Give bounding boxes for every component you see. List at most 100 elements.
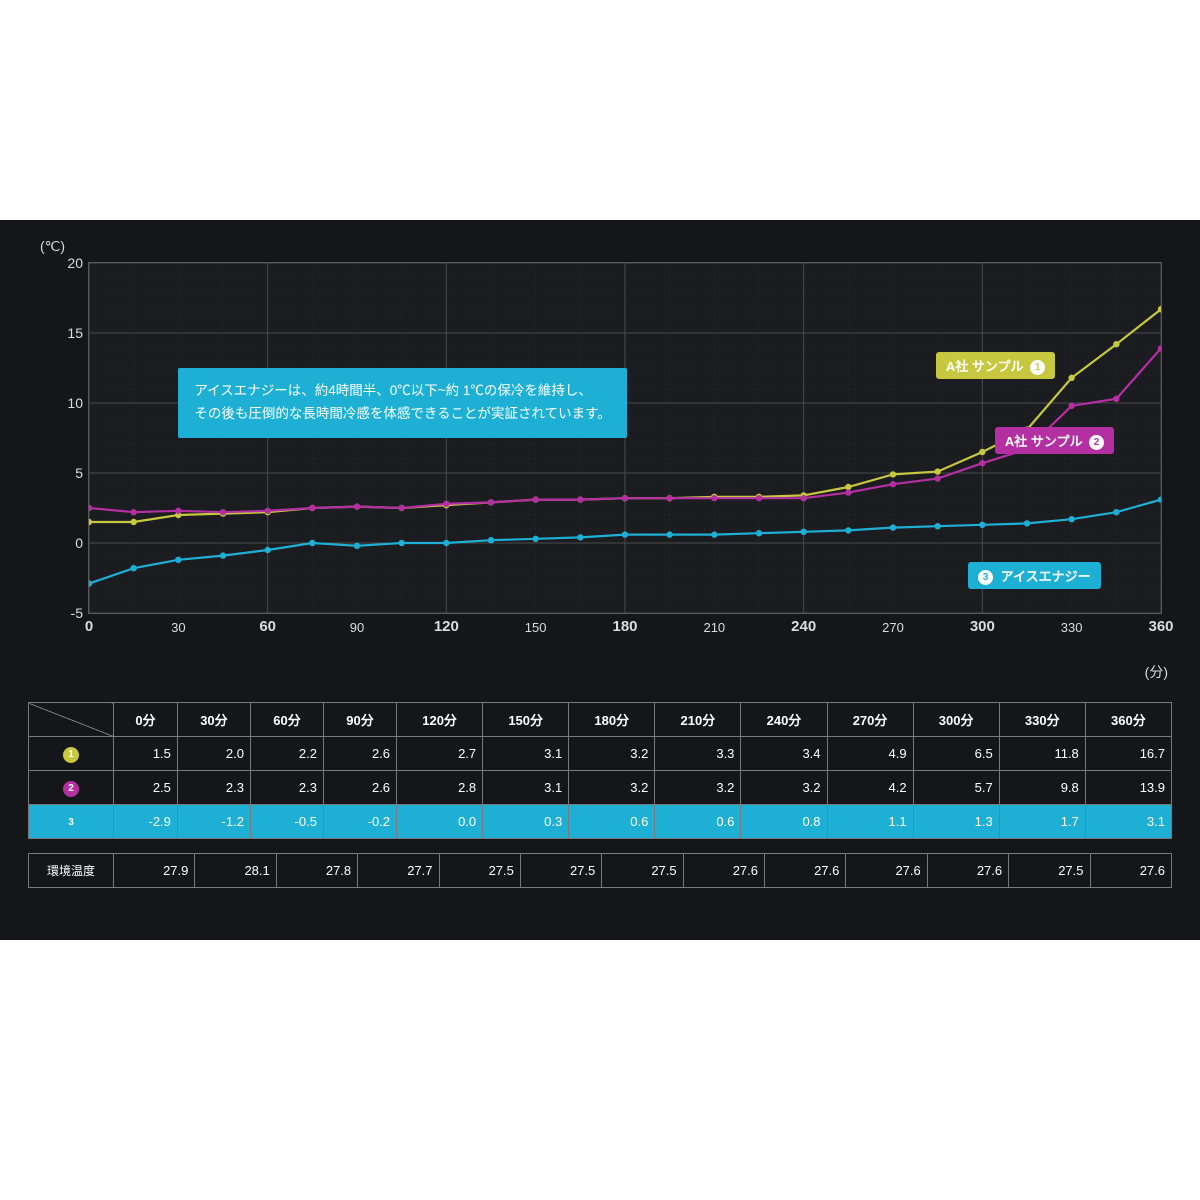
table-cell: 0.8 xyxy=(741,805,827,839)
table-row: 22.52.32.32.62.83.13.23.23.24.25.79.813.… xyxy=(29,771,1172,805)
y-tick: 15 xyxy=(49,325,83,341)
table-cell: 0.6 xyxy=(655,805,741,839)
chart-area: (℃) アイスエナジーは、約4時間半、0℃以下~約 1℃の保冷を維持し、 その後… xyxy=(28,244,1172,654)
env-cell: 27.6 xyxy=(765,854,846,888)
table-cell: 11.8 xyxy=(999,737,1085,771)
env-cell: 27.5 xyxy=(602,854,683,888)
x-tick-minor: 210 xyxy=(703,620,725,635)
legend-s3: 3 アイスエナジー xyxy=(968,562,1101,589)
table-cell: 3.2 xyxy=(569,737,655,771)
x-tick-major: 60 xyxy=(259,618,276,635)
x-tick-minor: 270 xyxy=(882,620,904,635)
env-cell: 27.7 xyxy=(358,854,439,888)
legend-s1: A社 サンプル 1 xyxy=(936,352,1055,379)
table-col-head: 270分 xyxy=(827,703,913,737)
chart-panel: (℃) アイスエナジーは、約4時間半、0℃以下~約 1℃の保冷を維持し、 その後… xyxy=(0,220,1200,940)
table-row-head: 1 xyxy=(29,737,114,771)
table-cell: -1.2 xyxy=(177,805,250,839)
table-cell: 1.7 xyxy=(999,805,1085,839)
x-axis-unit: (分) xyxy=(1145,662,1168,682)
table-cell: 13.9 xyxy=(1085,771,1171,805)
env-cell: 27.6 xyxy=(846,854,927,888)
table-col-head: 300分 xyxy=(913,703,999,737)
x-tick-minor: 150 xyxy=(525,620,547,635)
table-cell: 1.1 xyxy=(827,805,913,839)
table-cell: 0.6 xyxy=(569,805,655,839)
table-cell: 0.3 xyxy=(483,805,569,839)
table-cell: 2.3 xyxy=(177,771,250,805)
env-cell: 27.6 xyxy=(927,854,1008,888)
x-tick-major: 240 xyxy=(791,618,816,635)
table-col-head: 30分 xyxy=(177,703,250,737)
x-tick-major: 120 xyxy=(434,618,459,635)
x-tick-minor: 330 xyxy=(1061,620,1083,635)
table-cell: 3.1 xyxy=(483,737,569,771)
table-cell: -0.5 xyxy=(250,805,323,839)
table-cell: 2.7 xyxy=(397,737,483,771)
callout-line2: その後も圧倒的な長時間冷感を体感できることが実証されています。 xyxy=(194,403,610,426)
y-tick: -5 xyxy=(49,605,83,621)
table-col-head: 120分 xyxy=(397,703,483,737)
table-cell: 2.2 xyxy=(250,737,323,771)
table-cell: 4.9 xyxy=(827,737,913,771)
env-cell: 27.5 xyxy=(520,854,601,888)
table-cell: 2.3 xyxy=(250,771,323,805)
table-col-head: 90分 xyxy=(324,703,397,737)
chart-callout: アイスエナジーは、約4時間半、0℃以下~約 1℃の保冷を維持し、 その後も圧倒的… xyxy=(178,368,626,438)
env-label: 環境温度 xyxy=(29,854,114,888)
table-cell: 2.0 xyxy=(177,737,250,771)
y-tick: 20 xyxy=(49,255,83,271)
x-tick-minor: 90 xyxy=(350,620,364,635)
table-col-head: 180分 xyxy=(569,703,655,737)
table-cell: 3.3 xyxy=(655,737,741,771)
x-tick-major: 0 xyxy=(85,618,93,635)
table-row-head: 3 xyxy=(29,805,114,839)
table-col-head: 60分 xyxy=(250,703,323,737)
table-cell: 9.8 xyxy=(999,771,1085,805)
table-cell: 5.7 xyxy=(913,771,999,805)
env-cell: 27.5 xyxy=(1009,854,1090,888)
table-col-head: 240分 xyxy=(741,703,827,737)
y-axis-unit: (℃) xyxy=(40,238,65,255)
table-cell: 3.2 xyxy=(569,771,655,805)
table-col-head: 0分 xyxy=(114,703,178,737)
table-cell: 3.2 xyxy=(655,771,741,805)
table-col-head: 150分 xyxy=(483,703,569,737)
env-cell: 27.9 xyxy=(114,854,195,888)
table-col-head: 360分 xyxy=(1085,703,1171,737)
table-cell: 3.1 xyxy=(483,771,569,805)
table-cell: -0.2 xyxy=(324,805,397,839)
env-row: 環境温度27.928.127.827.727.527.527.527.627.6… xyxy=(29,854,1172,888)
y-tick: 10 xyxy=(49,395,83,411)
table-cell: 2.6 xyxy=(324,737,397,771)
table-col-head: 330分 xyxy=(999,703,1085,737)
x-tick-major: 360 xyxy=(1148,618,1173,635)
env-table: 環境温度27.928.127.827.727.527.527.527.627.6… xyxy=(28,853,1172,888)
table-corner xyxy=(29,703,114,737)
env-cell: 27.6 xyxy=(1090,854,1172,888)
table-row: 11.52.02.22.62.73.13.23.33.44.96.511.816… xyxy=(29,737,1172,771)
data-tables: 0分30分60分90分120分150分180分210分240分270分300分3… xyxy=(28,702,1172,888)
table-cell: 3.4 xyxy=(741,737,827,771)
y-tick: 0 xyxy=(49,535,83,551)
table-row-head: 2 xyxy=(29,771,114,805)
env-cell: 28.1 xyxy=(195,854,276,888)
plot-region: アイスエナジーは、約4時間半、0℃以下~約 1℃の保冷を維持し、 その後も圧倒的… xyxy=(88,262,1162,614)
table-cell: 3.2 xyxy=(741,771,827,805)
table-cell: 2.6 xyxy=(324,771,397,805)
table-cell: -2.9 xyxy=(114,805,178,839)
table-cell: 1.5 xyxy=(114,737,178,771)
table-cell: 2.5 xyxy=(114,771,178,805)
table-col-head: 210分 xyxy=(655,703,741,737)
callout-line1: アイスエナジーは、約4時間半、0℃以下~約 1℃の保冷を維持し、 xyxy=(194,380,610,403)
x-tick-minor: 30 xyxy=(171,620,185,635)
table-cell: 6.5 xyxy=(913,737,999,771)
table-cell: 4.2 xyxy=(827,771,913,805)
table-cell: 3.1 xyxy=(1085,805,1171,839)
table-cell: 0.0 xyxy=(397,805,483,839)
legend-s2: A社 サンプル 2 xyxy=(995,427,1114,454)
table-cell: 2.8 xyxy=(397,771,483,805)
table-cell: 16.7 xyxy=(1085,737,1171,771)
env-cell: 27.6 xyxy=(683,854,764,888)
env-cell: 27.8 xyxy=(276,854,357,888)
